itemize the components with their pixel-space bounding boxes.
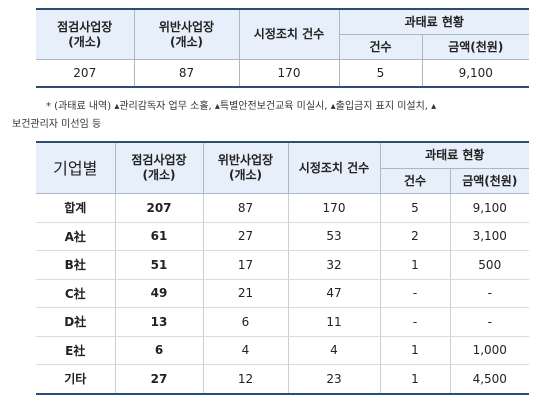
cell-fine-amount: 9,100	[421, 59, 530, 88]
cell-corrective: 32	[287, 250, 381, 280]
cell-fine-count: 5	[338, 59, 423, 88]
cell-corrective: 53	[287, 222, 381, 251]
cell-inspected: 13	[114, 307, 204, 337]
cell-violated: 12	[202, 364, 289, 395]
cell-fine-amount: -	[449, 307, 530, 337]
cell-company: C社	[36, 279, 116, 308]
cell-corrective: 23	[287, 364, 381, 395]
cell-corrective: 11	[287, 307, 381, 337]
cell-fine-amount: 3,100	[449, 222, 530, 251]
header-inspected: 점검사업장 (개소)	[114, 141, 204, 194]
cell-inspected: 6	[114, 336, 204, 365]
header-fine-amount: 금액(천원)	[449, 168, 530, 194]
cell-fine-amount: 9,100	[449, 193, 530, 223]
header-fine-count: 건수	[379, 168, 451, 194]
cell-violated: 87	[202, 193, 289, 223]
cell-fine-amount: -	[449, 279, 530, 308]
cell-company: A社	[36, 222, 116, 251]
cell-violated: 87	[133, 59, 240, 88]
note-line-1: * (과태료 내역) ▴관리감독자 업무 소홀, ▴특별안전보건교육 미실시, …	[46, 101, 437, 112]
table-row: B社 51 17 32 1 500	[36, 250, 530, 280]
cell-violated: 21	[202, 279, 289, 308]
header-company: 기업별	[36, 141, 116, 194]
cell-corrective: 170	[287, 193, 381, 223]
cell-fine-count: 2	[379, 222, 451, 251]
cell-inspected: 27	[114, 364, 204, 395]
note-line-2: 보건관리자 미선임 등	[12, 119, 102, 130]
cell-fine-count: 1	[379, 364, 451, 395]
header-inspected: 점검사업장 (개소)	[36, 8, 135, 60]
fine-details-note: * (과태료 내역) ▴관리감독자 업무 소홀, ▴특별안전보건교육 미실시, …	[12, 98, 542, 134]
header-corrective: 시정조치 건수	[238, 8, 340, 60]
table-row: C社 49 21 47 - -	[36, 279, 530, 308]
header-fine-group: 과태료 현황	[379, 141, 530, 169]
summary-row: 207 87 170 5 9,100	[36, 59, 530, 88]
table-row: A社 61 27 53 2 3,100	[36, 222, 530, 251]
cell-corrective: 4	[287, 336, 381, 365]
cell-fine-count: 1	[379, 250, 451, 280]
header-fine-count: 건수	[338, 34, 423, 60]
cell-company: E社	[36, 336, 116, 365]
cell-inspected: 61	[114, 222, 204, 251]
cell-fine-amount: 1,000	[449, 336, 530, 365]
table-row: 기타 27 12 23 1 4,500	[36, 364, 530, 395]
cell-inspected: 207	[36, 59, 135, 88]
cell-fine-amount: 4,500	[449, 364, 530, 395]
cell-fine-count: 5	[379, 193, 451, 223]
cell-inspected: 49	[114, 279, 204, 308]
table-row: D社 13 6 11 - -	[36, 307, 530, 337]
cell-company: D社	[36, 307, 116, 337]
header-fine-amount: 금액(천원)	[421, 34, 530, 60]
cell-fine-amount: 500	[449, 250, 530, 280]
cell-company: B社	[36, 250, 116, 280]
company-table: 기업별 점검사업장 (개소) 위반사업장 (개소) 시정조치 건수 과태료 현황…	[36, 141, 530, 395]
cell-violated: 27	[202, 222, 289, 251]
header-violated: 위반사업장 (개소)	[133, 8, 240, 60]
cell-violated: 17	[202, 250, 289, 280]
header-corrective: 시정조치 건수	[287, 141, 381, 194]
cell-violated: 6	[202, 307, 289, 337]
cell-violated: 4	[202, 336, 289, 365]
table-row: E社 6 4 4 1 1,000	[36, 336, 530, 365]
cell-fine-count: -	[379, 307, 451, 337]
cell-inspected: 51	[114, 250, 204, 280]
cell-fine-count: 1	[379, 336, 451, 365]
cell-company: 기타	[36, 364, 116, 395]
cell-inspected: 207	[114, 193, 204, 223]
cell-company: 합계	[36, 193, 116, 223]
cell-corrective: 170	[238, 59, 340, 88]
cell-corrective: 47	[287, 279, 381, 308]
table-row: 합계 207 87 170 5 9,100	[36, 193, 530, 223]
header-fine-group: 과태료 현황	[338, 8, 530, 35]
cell-fine-count: -	[379, 279, 451, 308]
summary-table: 점검사업장 (개소) 위반사업장 (개소) 시정조치 건수 과태료 현황 건수 …	[36, 8, 530, 88]
header-violated: 위반사업장 (개소)	[202, 141, 289, 194]
